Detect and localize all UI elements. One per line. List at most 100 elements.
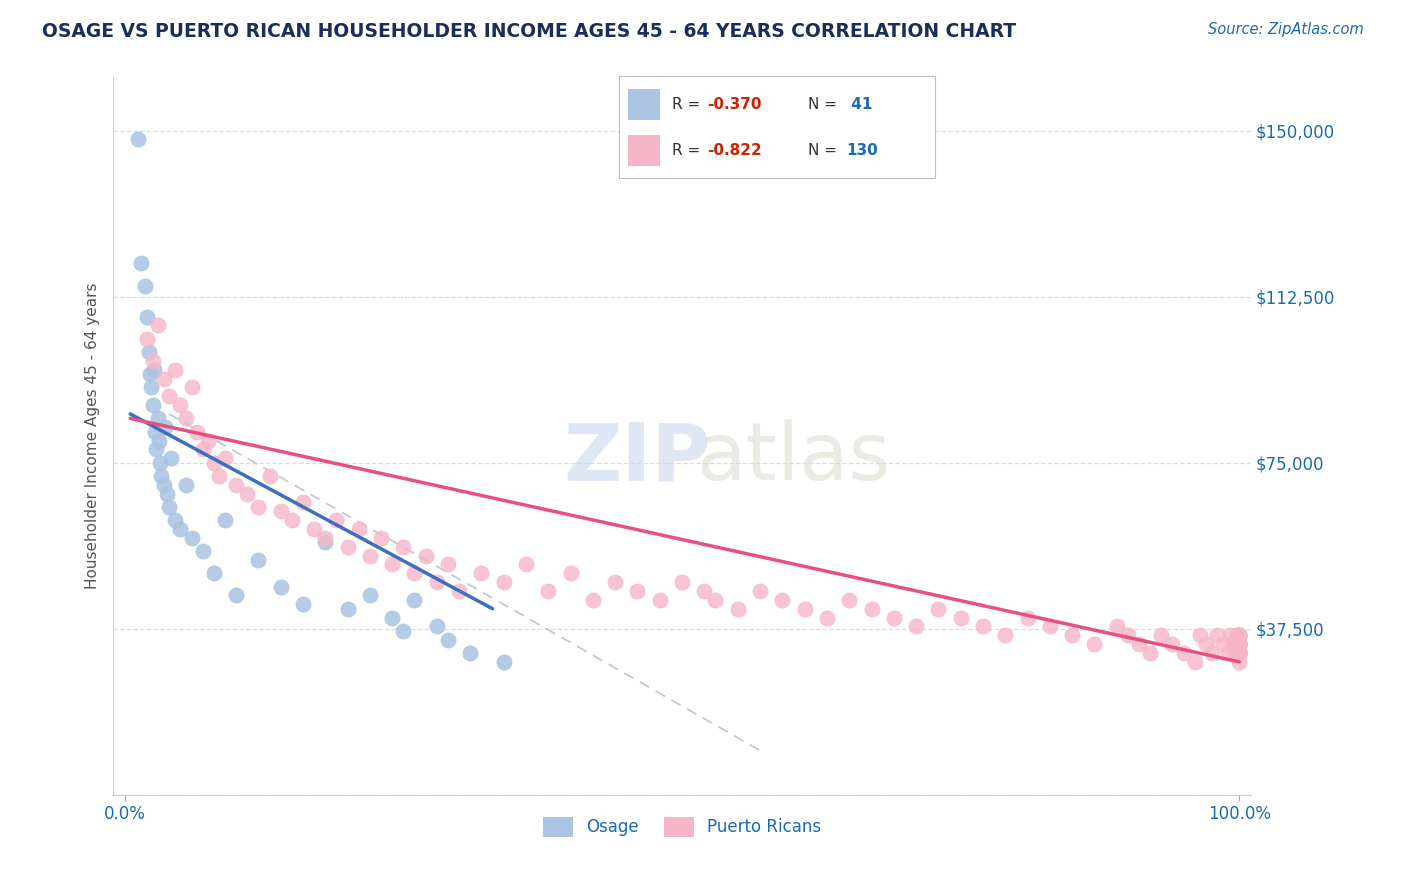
Point bbox=[1227, 637, 1250, 651]
FancyBboxPatch shape bbox=[628, 136, 659, 166]
Point bbox=[392, 624, 415, 638]
Point bbox=[1227, 637, 1250, 651]
Point bbox=[1227, 655, 1250, 669]
Point bbox=[749, 584, 772, 599]
Text: N =: N = bbox=[808, 144, 842, 158]
Point bbox=[1227, 628, 1250, 642]
Point bbox=[1039, 619, 1062, 633]
Point bbox=[150, 469, 173, 483]
Point bbox=[1218, 646, 1240, 660]
Point bbox=[1227, 637, 1250, 651]
Point bbox=[1227, 628, 1250, 642]
Point bbox=[145, 442, 167, 457]
Point bbox=[292, 597, 315, 611]
Point bbox=[157, 500, 180, 514]
Point bbox=[1150, 628, 1173, 642]
Point bbox=[560, 566, 582, 581]
Point bbox=[704, 593, 727, 607]
Point bbox=[141, 380, 163, 394]
Point bbox=[949, 610, 972, 624]
Point bbox=[259, 469, 281, 483]
Point bbox=[815, 610, 838, 624]
Point bbox=[770, 593, 793, 607]
Point bbox=[1083, 637, 1105, 651]
Point bbox=[1227, 637, 1250, 651]
Point bbox=[449, 584, 471, 599]
Point bbox=[470, 566, 492, 581]
Point bbox=[392, 540, 415, 554]
Point bbox=[202, 456, 225, 470]
Point bbox=[1227, 646, 1250, 660]
Point bbox=[1201, 646, 1223, 660]
Point bbox=[1227, 646, 1250, 660]
Point bbox=[270, 504, 292, 518]
Point bbox=[1227, 646, 1250, 660]
Point bbox=[1227, 646, 1250, 660]
Point bbox=[359, 549, 381, 563]
Point bbox=[370, 531, 392, 545]
Point bbox=[141, 398, 163, 412]
Point bbox=[1223, 646, 1246, 660]
Point bbox=[972, 619, 994, 633]
Point bbox=[1227, 646, 1250, 660]
Point bbox=[426, 575, 449, 590]
Point bbox=[1226, 646, 1249, 660]
Point bbox=[437, 558, 460, 572]
Point bbox=[727, 601, 749, 615]
Point bbox=[671, 575, 693, 590]
Point bbox=[1227, 637, 1250, 651]
FancyBboxPatch shape bbox=[628, 89, 659, 120]
Point bbox=[1222, 637, 1244, 651]
Point bbox=[1227, 646, 1250, 660]
Point bbox=[1227, 646, 1250, 660]
Point bbox=[1227, 637, 1250, 651]
Point bbox=[163, 362, 186, 376]
Point bbox=[136, 332, 159, 346]
Text: -0.370: -0.370 bbox=[707, 97, 762, 112]
Point bbox=[1227, 628, 1250, 642]
Point bbox=[302, 522, 325, 536]
Point bbox=[1195, 637, 1218, 651]
Point bbox=[1219, 628, 1241, 642]
Point bbox=[1227, 646, 1250, 660]
Point bbox=[1225, 637, 1247, 651]
Point bbox=[236, 486, 259, 500]
Point bbox=[415, 549, 437, 563]
Point bbox=[131, 256, 153, 270]
Point bbox=[1173, 646, 1195, 660]
Point bbox=[314, 535, 336, 549]
Point bbox=[1184, 655, 1206, 669]
Text: OSAGE VS PUERTO RICAN HOUSEHOLDER INCOME AGES 45 - 64 YEARS CORRELATION CHART: OSAGE VS PUERTO RICAN HOUSEHOLDER INCOME… bbox=[42, 22, 1017, 41]
Point bbox=[169, 522, 191, 536]
Point bbox=[180, 380, 202, 394]
Point bbox=[180, 531, 202, 545]
Point bbox=[325, 513, 347, 527]
Point bbox=[153, 420, 176, 434]
Point bbox=[793, 601, 815, 615]
Point bbox=[626, 584, 648, 599]
Point bbox=[1189, 628, 1212, 642]
Point bbox=[314, 531, 336, 545]
Point bbox=[148, 434, 170, 448]
Point bbox=[149, 456, 172, 470]
Point bbox=[1227, 646, 1250, 660]
Point bbox=[1161, 637, 1184, 651]
Point bbox=[247, 500, 270, 514]
Point bbox=[381, 610, 404, 624]
Point bbox=[270, 580, 292, 594]
Point bbox=[202, 566, 225, 581]
Point bbox=[404, 566, 426, 581]
Point bbox=[1227, 637, 1250, 651]
Text: Source: ZipAtlas.com: Source: ZipAtlas.com bbox=[1208, 22, 1364, 37]
Point bbox=[426, 619, 449, 633]
Point bbox=[1227, 646, 1250, 660]
Point bbox=[693, 584, 716, 599]
Point bbox=[404, 593, 426, 607]
Point bbox=[146, 318, 169, 333]
Point bbox=[1227, 637, 1250, 651]
Point bbox=[1227, 637, 1250, 651]
Text: atlas: atlas bbox=[696, 419, 890, 497]
Point bbox=[141, 353, 163, 368]
Point bbox=[191, 544, 214, 558]
Point bbox=[537, 584, 560, 599]
